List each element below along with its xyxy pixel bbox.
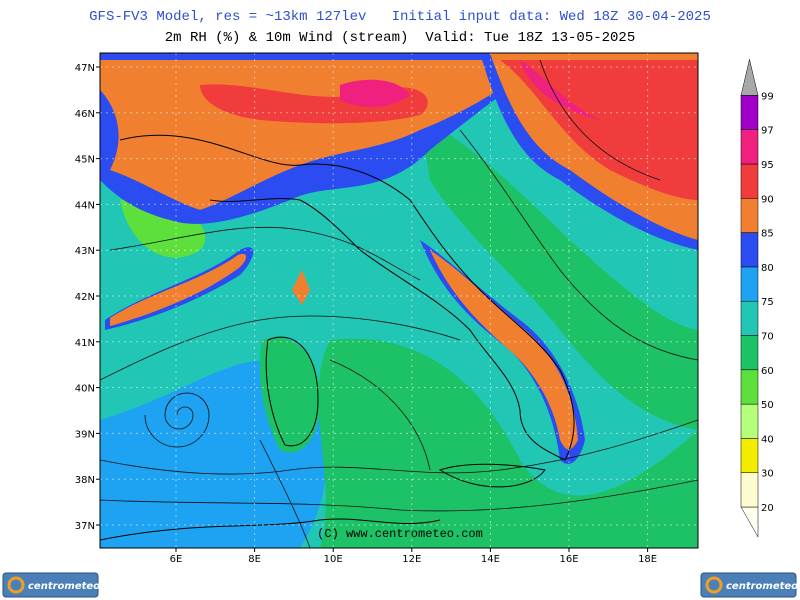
lat-label: 46N [75, 109, 95, 120]
colorbar-label: 80 [761, 263, 774, 274]
colorbar-label: 99 [761, 91, 774, 102]
lat-label: 41N [75, 338, 95, 349]
streamline [259, 439, 311, 548]
lon-label: 8E [248, 554, 261, 565]
coast-sardinia [265, 336, 319, 447]
logo-icon [705, 576, 723, 594]
lon-label: 14E [481, 554, 500, 565]
colorbar-label: 30 [761, 469, 774, 480]
lat-label: 40N [75, 384, 95, 395]
colorbar-segment [740, 438, 759, 473]
colorbar-label: 70 [761, 332, 774, 343]
colorbar-segment [740, 232, 759, 268]
coast-sicily [438, 463, 546, 488]
colorbar-label: 60 [761, 366, 774, 377]
colorbar: 20 30 40 50 60 70 75 80 85 90 95 97 99 [740, 59, 774, 538]
colorbar-label: 97 [761, 126, 774, 137]
streamline [329, 359, 431, 471]
streamline [459, 129, 698, 361]
logo-text: centrometeo [28, 581, 100, 592]
lon-label: 18E [638, 554, 657, 565]
colorbar-segment [740, 198, 759, 233]
graticule [100, 53, 698, 548]
colorbar-segment [740, 472, 759, 508]
streamline [109, 226, 421, 281]
logo-right: centrometeo [700, 572, 798, 598]
lat-label: 42N [75, 292, 95, 303]
lon-label: 16E [559, 554, 578, 565]
field-orange-tyrrhenian [110, 253, 247, 326]
colorbar-top [740, 59, 759, 96]
colorbar-label: 90 [761, 194, 774, 205]
lon-label: 12E [402, 554, 421, 565]
lon-label: 10E [324, 554, 343, 565]
colorbar-segment [740, 266, 759, 302]
colorbar-segment [740, 95, 759, 130]
colorbar-below [740, 506, 759, 538]
field-green-s [318, 338, 698, 548]
field-pink-alps [340, 79, 410, 107]
coast-africa [100, 518, 441, 541]
colorbar-segment [740, 403, 759, 439]
colorbar-segment [740, 369, 759, 405]
streamline [100, 479, 698, 512]
lat-label: 37N [75, 521, 95, 532]
coast-italy [119, 134, 575, 461]
colorbar-label: 75 [761, 297, 774, 308]
map-axes: 47N 46N 45N 44N 43N 42N 41N 40N 39N 38N 37N 6E 8E 10E… [75, 63, 657, 565]
colorbar-label: 85 [761, 229, 774, 240]
map-field [100, 53, 698, 548]
lat-label: 44N [75, 200, 95, 211]
lat-label: 43N [75, 246, 95, 257]
streamline [539, 59, 661, 181]
colorbar-label: 50 [761, 400, 774, 411]
header-line2: 2m RH (%) & 10m Wind (stream) Valid: Tue… [165, 30, 635, 46]
coastlines [100, 134, 575, 541]
field-green-adriatic [420, 120, 698, 430]
colorbar-label: 20 [761, 503, 774, 514]
logo-icon [7, 576, 25, 594]
logo-left: centrometeo [2, 572, 100, 598]
field-sardinia [259, 337, 320, 453]
streamline [100, 419, 698, 475]
logo-box [700, 572, 797, 598]
watermark: (C) www.centrometeo.com [317, 527, 483, 541]
colorbar-segment [740, 335, 759, 371]
lat-label: 39N [75, 429, 95, 440]
streamline [100, 315, 461, 381]
logo-text: centrometeo [726, 581, 798, 592]
colorbar-label: 95 [761, 160, 774, 171]
colorbar-segment [740, 163, 759, 199]
lat-label: 47N [75, 63, 95, 74]
lon-label: 6E [170, 554, 183, 565]
lat-label: 38N [75, 475, 95, 486]
colorbar-segment [740, 300, 759, 336]
header-line1: GFS-FV3 Model, res = ~13km 127lev Initia… [89, 9, 711, 25]
field-pink-ne [520, 60, 600, 120]
map-frame [99, 52, 699, 549]
logo-box [2, 572, 99, 598]
colorbar-label: 40 [761, 434, 774, 445]
lat-label: 45N [75, 155, 95, 166]
colorbar-segment [740, 129, 759, 165]
field-orange-italy [430, 250, 578, 450]
